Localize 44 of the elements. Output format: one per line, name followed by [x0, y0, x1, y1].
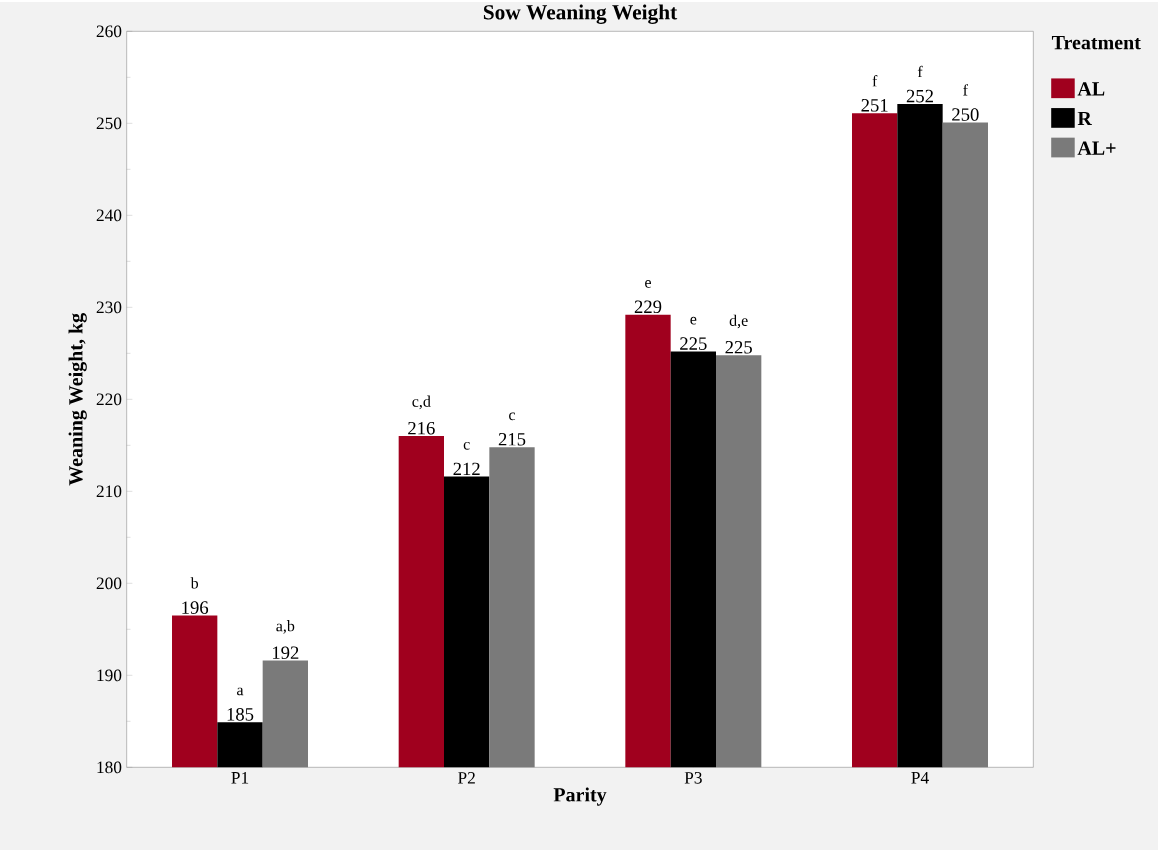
annotation: f: [963, 84, 968, 96]
y-tick-label: 210: [96, 485, 122, 498]
x-tick-label: P3: [684, 772, 702, 784]
y-tick-label: 200: [96, 577, 122, 590]
data-label: 251: [861, 99, 888, 112]
legend-label: AL: [1077, 82, 1105, 96]
y-tick-label: 230: [96, 301, 122, 314]
y-tick-label: 260: [96, 25, 122, 38]
annotation: d,e: [729, 314, 748, 329]
data-label: 192: [272, 646, 299, 660]
data-label: 196: [182, 601, 209, 614]
legend-label: R: [1077, 111, 1092, 126]
annotation: b: [190, 577, 199, 589]
data-label: 216: [408, 421, 435, 435]
annotation: e: [645, 280, 651, 288]
chart-title: Sow Weaning Weight: [483, 4, 678, 24]
y-tick-label: 190: [97, 669, 122, 682]
legend-label: AL+: [1077, 141, 1116, 155]
x-tick-label: P2: [458, 772, 475, 784]
annotation: c: [509, 412, 516, 421]
y-tick-label: 250: [96, 117, 122, 130]
data-label: 225: [725, 341, 752, 354]
y-tick-label: 180: [97, 761, 122, 774]
annotation: c: [463, 441, 470, 450]
data-label: 252: [906, 89, 933, 103]
x-tick-label: P4: [911, 772, 929, 784]
data-label: 225: [680, 337, 707, 350]
annotation: f: [917, 65, 923, 78]
x-axis-title: Parity: [553, 787, 607, 806]
annotation: f: [872, 75, 878, 87]
data-label: 229: [634, 300, 662, 314]
annotation: e: [690, 316, 697, 325]
legend-title: Treatment: [1051, 36, 1141, 50]
y-tick-label: 240: [96, 209, 122, 222]
data-label: 250: [952, 108, 979, 121]
annotation: a: [237, 687, 244, 696]
y-tick-label: 220: [96, 393, 122, 406]
y-axis-title: Weaning Weight, kg: [68, 313, 87, 486]
annotation: a,b: [276, 620, 295, 634]
x-tick-label: P1: [231, 772, 249, 784]
data-label: 215: [498, 433, 526, 446]
annotation: c,d: [412, 395, 431, 410]
data-label: 212: [453, 462, 480, 476]
data-label: 185: [227, 708, 254, 721]
